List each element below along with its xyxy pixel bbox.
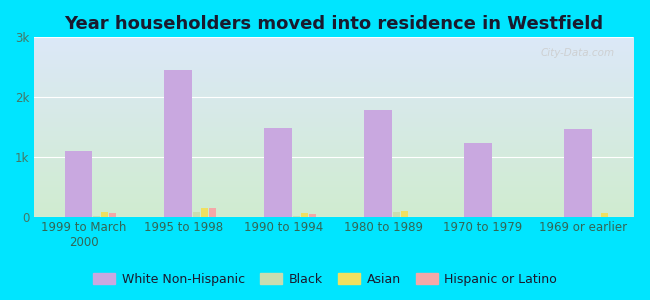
Bar [309, 214, 317, 217]
Bar [109, 213, 116, 217]
Bar [564, 129, 592, 217]
Bar [601, 213, 608, 217]
Bar [164, 70, 192, 217]
Text: City-Data.com: City-Data.com [541, 48, 615, 58]
Bar [393, 212, 400, 217]
Bar [94, 216, 101, 217]
Bar [293, 216, 300, 217]
Bar [265, 128, 292, 217]
Bar [209, 208, 216, 217]
Bar [464, 143, 492, 217]
Bar [301, 213, 308, 217]
Bar [364, 110, 392, 217]
Bar [101, 212, 109, 217]
Bar [64, 151, 92, 217]
Bar [202, 208, 209, 217]
Bar [401, 211, 408, 217]
Legend: White Non-Hispanic, Black, Asian, Hispanic or Latino: White Non-Hispanic, Black, Asian, Hispan… [88, 268, 562, 291]
Bar [194, 212, 200, 217]
Title: Year householders moved into residence in Westfield: Year householders moved into residence i… [64, 15, 603, 33]
